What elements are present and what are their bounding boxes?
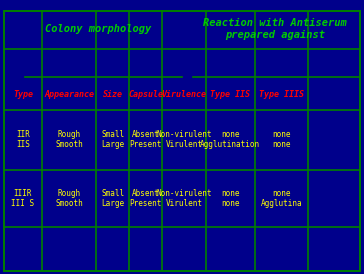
Text: Colony morphology: Colony morphology (45, 24, 151, 34)
Text: Small
Large: Small Large (101, 130, 124, 149)
Text: none
Agglutina: none Agglutina (261, 189, 302, 208)
Text: IIIR
III S: IIIR III S (11, 189, 35, 208)
Text: Non-virulent
Virulent: Non-virulent Virulent (156, 189, 211, 208)
Text: Rough
Smooth: Rough Smooth (55, 189, 83, 208)
Text: Appearance: Appearance (44, 90, 94, 99)
Text: Rough
Smooth: Rough Smooth (55, 130, 83, 149)
Text: Capsule: Capsule (128, 90, 163, 99)
Text: Type IIIS: Type IIIS (259, 90, 304, 99)
Text: IIR
IIS: IIR IIS (16, 130, 30, 149)
Text: none
Agglutination: none Agglutination (200, 130, 261, 149)
Text: Absent
Present: Absent Present (130, 189, 162, 208)
Text: Small
Large: Small Large (101, 189, 124, 208)
Text: none
none: none none (272, 130, 290, 149)
Text: Size: Size (103, 90, 123, 99)
Text: Virulence: Virulence (161, 90, 206, 99)
Text: Type: Type (13, 90, 33, 99)
Text: Absent
Present: Absent Present (130, 130, 162, 149)
Text: none
none: none none (221, 189, 240, 208)
Text: Type IIS: Type IIS (210, 90, 250, 99)
Text: Non-virulent
Virulent: Non-virulent Virulent (156, 130, 211, 149)
Text: Reaction with Antiserum
prepared against: Reaction with Antiserum prepared against (203, 18, 347, 39)
